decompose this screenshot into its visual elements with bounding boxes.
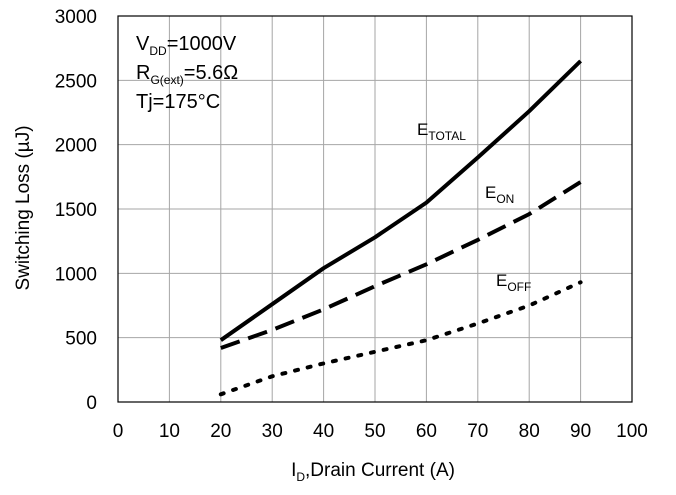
- y-tick-label: 3000: [55, 7, 97, 28]
- series-line-e-on: [220, 180, 582, 350]
- x-tick-label: 80: [519, 421, 540, 442]
- grid: [118, 16, 632, 402]
- x-tick-label: 0: [113, 421, 124, 442]
- series-line-e-off: [218, 280, 583, 397]
- condition-vdd: VDD=1000V: [136, 33, 237, 58]
- y-tick-label: 2500: [55, 71, 97, 92]
- tick-labels: 0 10 20 30 40 50 60 70 80 90 100050010001500200025…: [55, 7, 648, 442]
- y-tick-label: 2000: [55, 136, 97, 157]
- series-label-eon: EON: [485, 183, 514, 206]
- plot-area-border: [117, 15, 633, 403]
- series-lines: [218, 59, 583, 397]
- series-label-etotal: ETOTAL: [417, 120, 466, 143]
- plot-frame: [117, 15, 633, 403]
- condition-rg: RG(ext)=5.6Ω: [136, 62, 238, 87]
- y-tick-label: 1500: [55, 200, 97, 221]
- conditions-box: VDD=1000V RG(ext)=5.6Ω Tj=175°C: [136, 33, 238, 113]
- x-tick-label: 20: [210, 421, 231, 442]
- x-tick-label: 70: [467, 421, 488, 442]
- x-tick-label: 40: [313, 421, 334, 442]
- y-axis-label: Switching Loss (µJ): [13, 125, 34, 290]
- series-line-e-total: [219, 59, 582, 342]
- x-tick-label: 50: [364, 421, 385, 442]
- y-tick-label: 1000: [55, 264, 97, 285]
- condition-tj: Tj=175°C: [136, 91, 220, 113]
- y-tick-label: 0: [86, 393, 97, 414]
- series-label-eoff: EOFF: [496, 271, 531, 294]
- x-tick-label: 10: [159, 421, 180, 442]
- x-axis-label: ID,Drain Current (A): [291, 460, 455, 484]
- x-tick-label: 90: [570, 421, 591, 442]
- x-tick-label: 100: [616, 421, 648, 442]
- x-tick-label: 60: [416, 421, 437, 442]
- x-tick-label: 30: [262, 421, 283, 442]
- y-tick-label: 500: [65, 329, 97, 350]
